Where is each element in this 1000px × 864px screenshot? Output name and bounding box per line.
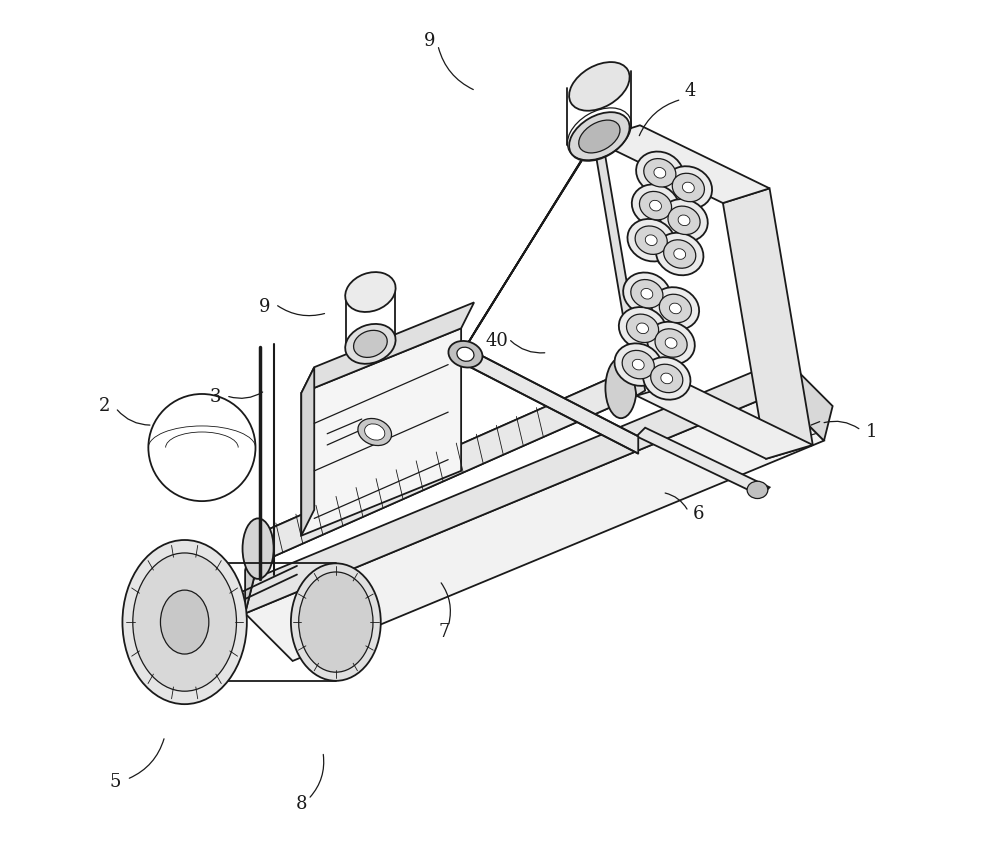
Ellipse shape bbox=[641, 289, 653, 299]
Ellipse shape bbox=[639, 192, 672, 219]
Ellipse shape bbox=[243, 518, 274, 579]
Ellipse shape bbox=[651, 365, 683, 392]
Text: 7: 7 bbox=[438, 624, 450, 641]
Ellipse shape bbox=[652, 287, 699, 330]
Ellipse shape bbox=[678, 215, 690, 226]
Ellipse shape bbox=[635, 226, 667, 254]
Ellipse shape bbox=[627, 219, 675, 262]
Polygon shape bbox=[245, 359, 785, 613]
Polygon shape bbox=[465, 347, 638, 454]
Ellipse shape bbox=[626, 314, 659, 342]
Ellipse shape bbox=[682, 182, 694, 193]
Ellipse shape bbox=[669, 303, 681, 314]
Polygon shape bbox=[301, 328, 461, 536]
Text: 8: 8 bbox=[296, 795, 307, 812]
Ellipse shape bbox=[643, 357, 690, 400]
Ellipse shape bbox=[664, 185, 681, 199]
Ellipse shape bbox=[652, 306, 669, 320]
Polygon shape bbox=[776, 359, 833, 441]
Ellipse shape bbox=[648, 339, 665, 353]
Ellipse shape bbox=[615, 343, 662, 386]
Polygon shape bbox=[465, 123, 605, 347]
Ellipse shape bbox=[631, 280, 663, 308]
Ellipse shape bbox=[622, 351, 654, 378]
Text: 40: 40 bbox=[485, 333, 508, 350]
Ellipse shape bbox=[659, 295, 691, 322]
Circle shape bbox=[148, 394, 255, 501]
Ellipse shape bbox=[665, 166, 712, 209]
Ellipse shape bbox=[345, 272, 396, 312]
Ellipse shape bbox=[637, 323, 648, 334]
Polygon shape bbox=[245, 536, 254, 613]
Ellipse shape bbox=[358, 418, 392, 446]
Polygon shape bbox=[593, 125, 770, 203]
Text: 2: 2 bbox=[99, 397, 110, 415]
Ellipse shape bbox=[448, 341, 482, 367]
Ellipse shape bbox=[632, 184, 679, 227]
Polygon shape bbox=[637, 428, 770, 496]
Ellipse shape bbox=[668, 206, 700, 234]
Ellipse shape bbox=[647, 321, 695, 365]
Text: 5: 5 bbox=[110, 773, 121, 791]
Ellipse shape bbox=[579, 120, 620, 153]
Ellipse shape bbox=[655, 329, 687, 357]
Ellipse shape bbox=[661, 373, 673, 384]
Polygon shape bbox=[245, 393, 824, 661]
Ellipse shape bbox=[160, 590, 209, 654]
Ellipse shape bbox=[299, 572, 373, 672]
Ellipse shape bbox=[457, 347, 474, 361]
Ellipse shape bbox=[605, 358, 637, 418]
Polygon shape bbox=[723, 188, 813, 459]
Ellipse shape bbox=[354, 330, 387, 358]
Ellipse shape bbox=[623, 272, 671, 315]
Ellipse shape bbox=[660, 199, 708, 242]
Ellipse shape bbox=[619, 307, 666, 350]
Ellipse shape bbox=[122, 540, 247, 704]
Ellipse shape bbox=[569, 112, 630, 161]
Ellipse shape bbox=[636, 151, 684, 194]
Polygon shape bbox=[301, 302, 474, 393]
Text: 6: 6 bbox=[693, 505, 704, 523]
Polygon shape bbox=[637, 382, 813, 459]
Ellipse shape bbox=[661, 218, 678, 232]
Ellipse shape bbox=[747, 481, 768, 499]
Ellipse shape bbox=[645, 235, 657, 245]
Polygon shape bbox=[593, 137, 645, 396]
Text: 3: 3 bbox=[209, 389, 221, 406]
Ellipse shape bbox=[657, 252, 673, 266]
Ellipse shape bbox=[674, 249, 686, 259]
Ellipse shape bbox=[291, 563, 381, 681]
Ellipse shape bbox=[569, 62, 630, 111]
Text: 9: 9 bbox=[423, 33, 435, 50]
Ellipse shape bbox=[656, 232, 703, 276]
Ellipse shape bbox=[644, 159, 676, 187]
Text: 1: 1 bbox=[866, 423, 877, 441]
Ellipse shape bbox=[665, 338, 677, 348]
Ellipse shape bbox=[632, 359, 644, 370]
Ellipse shape bbox=[365, 424, 385, 440]
Text: 9: 9 bbox=[259, 298, 271, 315]
Ellipse shape bbox=[654, 168, 666, 178]
Ellipse shape bbox=[133, 553, 236, 691]
Polygon shape bbox=[301, 367, 314, 536]
Ellipse shape bbox=[672, 174, 704, 201]
Ellipse shape bbox=[644, 373, 660, 387]
Text: 4: 4 bbox=[684, 82, 696, 99]
Polygon shape bbox=[258, 373, 621, 563]
Ellipse shape bbox=[345, 324, 396, 364]
Ellipse shape bbox=[650, 200, 661, 211]
Ellipse shape bbox=[664, 240, 696, 268]
